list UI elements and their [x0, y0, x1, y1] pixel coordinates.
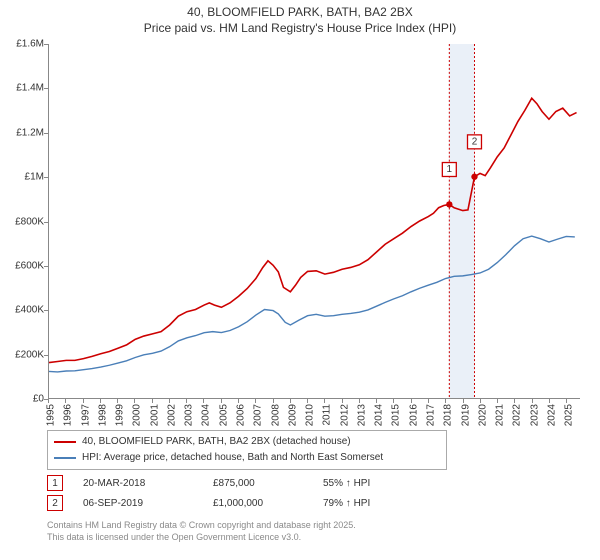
legend-item: HPI: Average price, detached house, Bath…: [54, 450, 440, 466]
x-tick-label: 1997: [80, 404, 91, 426]
plot-svg: 12: [49, 44, 580, 398]
x-tick-label: 1999: [115, 404, 126, 426]
title-block: 40, BLOOMFIELD PARK, BATH, BA2 2BX Price…: [0, 0, 600, 36]
x-tick-label: 2009: [287, 404, 298, 426]
table-row: 1 20-MAR-2018 £875,000 55% ↑ HPI: [47, 473, 577, 493]
x-tick-label: 1996: [63, 404, 74, 426]
y-tick-label: £1.4M: [2, 83, 44, 94]
transactions-table: 1 20-MAR-2018 £875,000 55% ↑ HPI 2 06-SE…: [47, 473, 577, 513]
marker-dot: [446, 201, 452, 207]
x-tick-label: 2011: [322, 404, 333, 426]
x-tick-label: 1995: [46, 404, 57, 426]
title-line-1: 40, BLOOMFIELD PARK, BATH, BA2 2BX: [0, 4, 600, 20]
y-tick-label: £1M: [2, 172, 44, 183]
plot-area: 12: [48, 44, 580, 399]
title-line-2: Price paid vs. HM Land Registry's House …: [0, 20, 600, 36]
tx-date: 06-SEP-2019: [83, 498, 213, 509]
y-tick-label: £800K: [2, 216, 44, 227]
marker-badge: 2: [47, 495, 63, 511]
tx-date: 20-MAR-2018: [83, 478, 213, 489]
x-tick-label: 2008: [270, 404, 281, 426]
x-tick-label: 2020: [477, 404, 488, 426]
x-tick-label: 2004: [201, 404, 212, 426]
x-tick-label: 2007: [253, 404, 264, 426]
y-tick-label: £200K: [2, 349, 44, 360]
y-tick-label: £1.6M: [2, 39, 44, 50]
x-tick-label: 2002: [166, 404, 177, 426]
legend: 40, BLOOMFIELD PARK, BATH, BA2 2BX (deta…: [47, 430, 447, 470]
chart-container: 40, BLOOMFIELD PARK, BATH, BA2 2BX Price…: [0, 0, 600, 560]
x-tick-label: 2023: [529, 404, 540, 426]
x-tick-label: 2003: [184, 404, 195, 426]
x-tick-label: 2014: [374, 404, 385, 426]
x-tick-label: 2025: [564, 404, 575, 426]
x-tick-label: 2019: [460, 404, 471, 426]
y-tick-label: £400K: [2, 305, 44, 316]
y-tick-label: £600K: [2, 260, 44, 271]
footer-line-1: Contains HM Land Registry data © Crown c…: [47, 520, 356, 532]
attribution-footer: Contains HM Land Registry data © Crown c…: [47, 520, 356, 543]
marker-badge: 1: [47, 475, 63, 491]
tx-hpi: 79% ↑ HPI: [323, 498, 433, 509]
legend-label: HPI: Average price, detached house, Bath…: [82, 451, 383, 465]
footer-line-2: This data is licensed under the Open Gov…: [47, 532, 356, 544]
x-tick-label: 2006: [236, 404, 247, 426]
x-tick-label: 1998: [97, 404, 108, 426]
marker-dot: [471, 174, 477, 180]
y-tick-label: £1.2M: [2, 127, 44, 138]
x-tick-label: 2001: [149, 404, 160, 426]
x-tick-label: 2000: [132, 404, 143, 426]
x-tick-label: 2017: [426, 404, 437, 426]
table-row: 2 06-SEP-2019 £1,000,000 79% ↑ HPI: [47, 493, 577, 513]
x-tick-label: 2024: [546, 404, 557, 426]
marker-number: 2: [472, 136, 478, 147]
x-tick-label: 2018: [443, 404, 454, 426]
legend-item: 40, BLOOMFIELD PARK, BATH, BA2 2BX (deta…: [54, 434, 440, 450]
y-tick-label: £0: [2, 394, 44, 405]
series-group: [49, 98, 577, 372]
legend-swatch-blue: [54, 457, 76, 459]
x-tick-label: 2021: [495, 404, 506, 426]
legend-label: 40, BLOOMFIELD PARK, BATH, BA2 2BX (deta…: [82, 435, 351, 449]
x-tick-label: 2010: [305, 404, 316, 426]
tx-hpi: 55% ↑ HPI: [323, 478, 433, 489]
x-tick-label: 2015: [391, 404, 402, 426]
tx-price: £875,000: [213, 478, 323, 489]
series-blue: [49, 236, 575, 372]
x-tick-label: 2013: [356, 404, 367, 426]
x-tick-label: 2022: [512, 404, 523, 426]
series-red: [49, 98, 577, 362]
x-tick-label: 2005: [218, 404, 229, 426]
x-tick-label: 2016: [408, 404, 419, 426]
highlight-band: [449, 44, 474, 398]
marker-number: 1: [447, 164, 453, 175]
x-tick-label: 2012: [339, 404, 350, 426]
tx-price: £1,000,000: [213, 498, 323, 509]
legend-swatch-red: [54, 441, 76, 443]
